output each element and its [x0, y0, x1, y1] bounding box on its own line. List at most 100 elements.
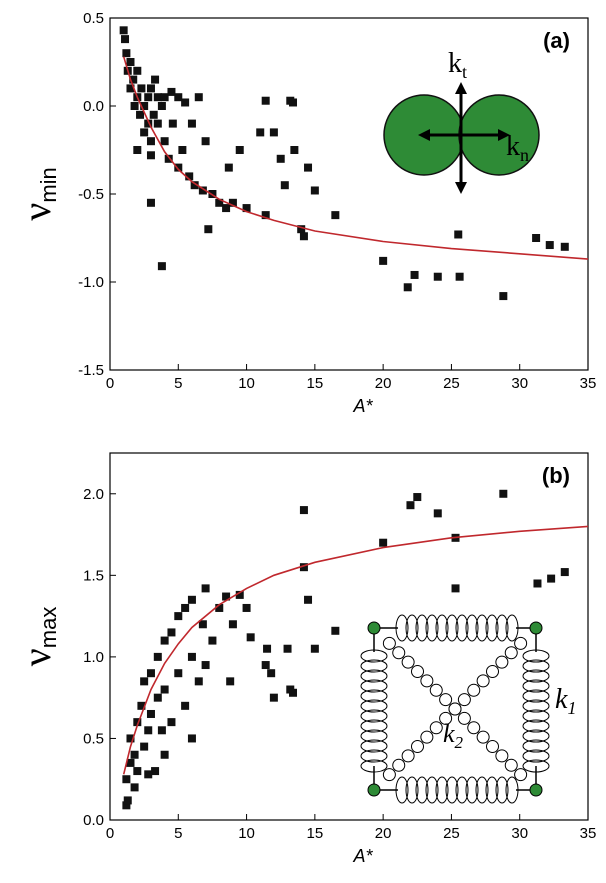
point: [164, 154, 173, 163]
point: [256, 128, 265, 137]
point: [289, 98, 298, 107]
inset-label: k1: [555, 684, 576, 718]
x-tick-label: 5: [174, 825, 182, 842]
x-axis-label: A*: [352, 846, 373, 866]
point: [133, 146, 142, 154]
y-tick-label: -1.0: [78, 274, 104, 291]
spring-coil: [457, 711, 471, 725]
spring-coil: [439, 711, 453, 725]
point: [146, 84, 155, 93]
point: [547, 574, 556, 583]
point: [160, 93, 169, 102]
point: [194, 93, 203, 102]
spring-coil: [495, 749, 509, 763]
spring-coil: [382, 636, 396, 650]
point: [228, 198, 237, 207]
point: [133, 66, 142, 75]
x-tick-label: 0: [106, 825, 114, 842]
point: [379, 538, 388, 547]
spring-coil: [522, 669, 550, 683]
spring-coil: [465, 776, 479, 804]
point: [403, 283, 412, 292]
x-tick-label: 10: [238, 825, 255, 842]
point: [406, 501, 415, 510]
spring-coil: [415, 776, 429, 804]
spring-coil: [522, 729, 550, 743]
spring-coil: [495, 614, 509, 642]
spring-coil: [360, 649, 388, 663]
point: [201, 137, 210, 146]
spring-coil: [505, 776, 519, 804]
node: [529, 621, 543, 635]
spring-coil: [522, 689, 550, 703]
spring-coil: [448, 702, 462, 716]
point: [215, 603, 224, 612]
spring-coil: [360, 689, 388, 703]
inset-label: k2: [443, 719, 464, 752]
point: [235, 590, 244, 599]
x-tick-label: 20: [375, 825, 392, 842]
x-tick-label: 15: [307, 375, 324, 392]
spring-coil: [425, 614, 439, 642]
point: [304, 163, 313, 172]
spring-coil: [457, 693, 471, 707]
spring-coil: [420, 674, 434, 688]
spring-coil: [504, 758, 518, 772]
point: [174, 163, 183, 172]
spring-coil: [360, 759, 388, 773]
x-tick-label: 15: [307, 825, 324, 842]
spring-coil: [401, 749, 415, 763]
spring-coil: [476, 730, 490, 744]
point: [146, 198, 155, 207]
point: [187, 652, 196, 661]
inset-label: kt: [448, 48, 467, 82]
spring-coil: [495, 655, 509, 669]
point: [204, 225, 213, 234]
point: [146, 137, 155, 146]
point: [276, 154, 285, 163]
x-tick-label: 5: [174, 375, 182, 392]
point: [160, 137, 169, 146]
point: [194, 677, 203, 686]
point: [499, 489, 508, 498]
inset-label: kn: [506, 131, 529, 165]
spring-coil: [485, 776, 499, 804]
point: [137, 701, 146, 710]
point: [246, 633, 255, 642]
arrow-head: [418, 129, 430, 141]
point: [126, 84, 135, 93]
y-tick-label: 0.5: [83, 10, 104, 27]
spring-coil: [486, 665, 499, 678]
x-tick-label: 25: [443, 825, 460, 842]
spring-coil: [445, 776, 459, 804]
point: [181, 98, 190, 107]
point: [181, 603, 190, 612]
spring-coil: [514, 636, 528, 650]
point: [130, 783, 139, 792]
point: [190, 181, 199, 190]
point: [198, 186, 207, 195]
point: [283, 644, 292, 653]
point: [121, 35, 130, 44]
spring-coil: [475, 614, 489, 642]
arrow-head: [498, 129, 510, 141]
spring-coil: [425, 776, 439, 804]
spring-coil: [411, 665, 424, 678]
point: [280, 181, 289, 190]
point: [146, 151, 155, 160]
point: [269, 693, 278, 702]
point: [545, 241, 554, 250]
point: [157, 262, 166, 271]
point: [310, 186, 319, 195]
point: [208, 636, 217, 645]
point: [215, 198, 224, 207]
x-tick-label: 25: [443, 375, 460, 392]
point: [168, 119, 177, 128]
spring-coil: [415, 614, 429, 642]
point: [560, 568, 569, 577]
point: [228, 620, 237, 629]
spring-coil: [360, 659, 388, 673]
spring-coil: [360, 669, 388, 683]
point: [167, 718, 176, 727]
